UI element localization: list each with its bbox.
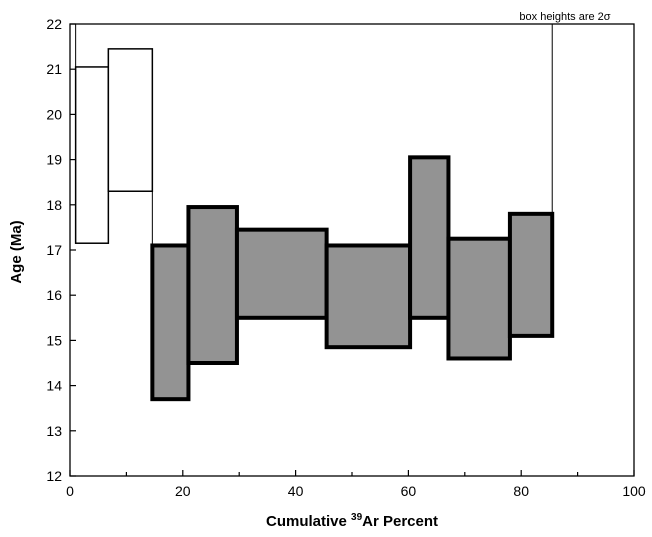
x-tick-label: 60 <box>401 483 417 499</box>
step-box-4 <box>186 205 239 365</box>
axes: 12 13 14 15 16 17 18 19 20 21 22 0 20 40 60 80 100 <box>46 16 645 499</box>
step-box-9 <box>507 211 555 338</box>
step-box-5 <box>234 227 329 320</box>
y-tick-label: 17 <box>46 242 62 258</box>
y-tick-label: 20 <box>46 106 62 122</box>
x-tick-label: 0 <box>66 483 74 499</box>
x-axis-title-superscript: 39 <box>351 512 363 523</box>
annotation-box-heights: box heights are 2σ <box>519 11 610 23</box>
step-box-1 <box>74 66 110 244</box>
x-tick-label: 100 <box>622 483 646 499</box>
y-tick-label: 16 <box>46 287 62 303</box>
x-tick-label: 80 <box>513 483 529 499</box>
plot-area <box>74 24 555 402</box>
x-axis-title-prefix: Cumulative <box>266 513 351 530</box>
y-tick-label: 22 <box>46 16 62 32</box>
x-tick-label: 40 <box>288 483 304 499</box>
y-tick-label: 12 <box>46 468 62 484</box>
y-tick-label: 18 <box>46 197 62 213</box>
y-tick-label: 14 <box>46 378 62 394</box>
y-axis-title: Age (Ma) <box>8 220 25 283</box>
step-box-3 <box>150 243 191 402</box>
step-box-6 <box>324 243 413 350</box>
step-box-2 <box>107 48 154 192</box>
y-tick-label: 15 <box>46 332 62 348</box>
step-box-7 <box>408 155 451 320</box>
x-tick-label: 20 <box>175 483 191 499</box>
y-tick-label: 21 <box>46 61 62 77</box>
x-axis-title: Cumulative 39Ar Percent <box>266 512 438 530</box>
y-tick-label: 13 <box>46 423 62 439</box>
x-axis-title-suffix: Ar Percent <box>362 513 438 530</box>
y-tick-label: 19 <box>46 152 62 168</box>
step-box-8 <box>446 236 512 361</box>
